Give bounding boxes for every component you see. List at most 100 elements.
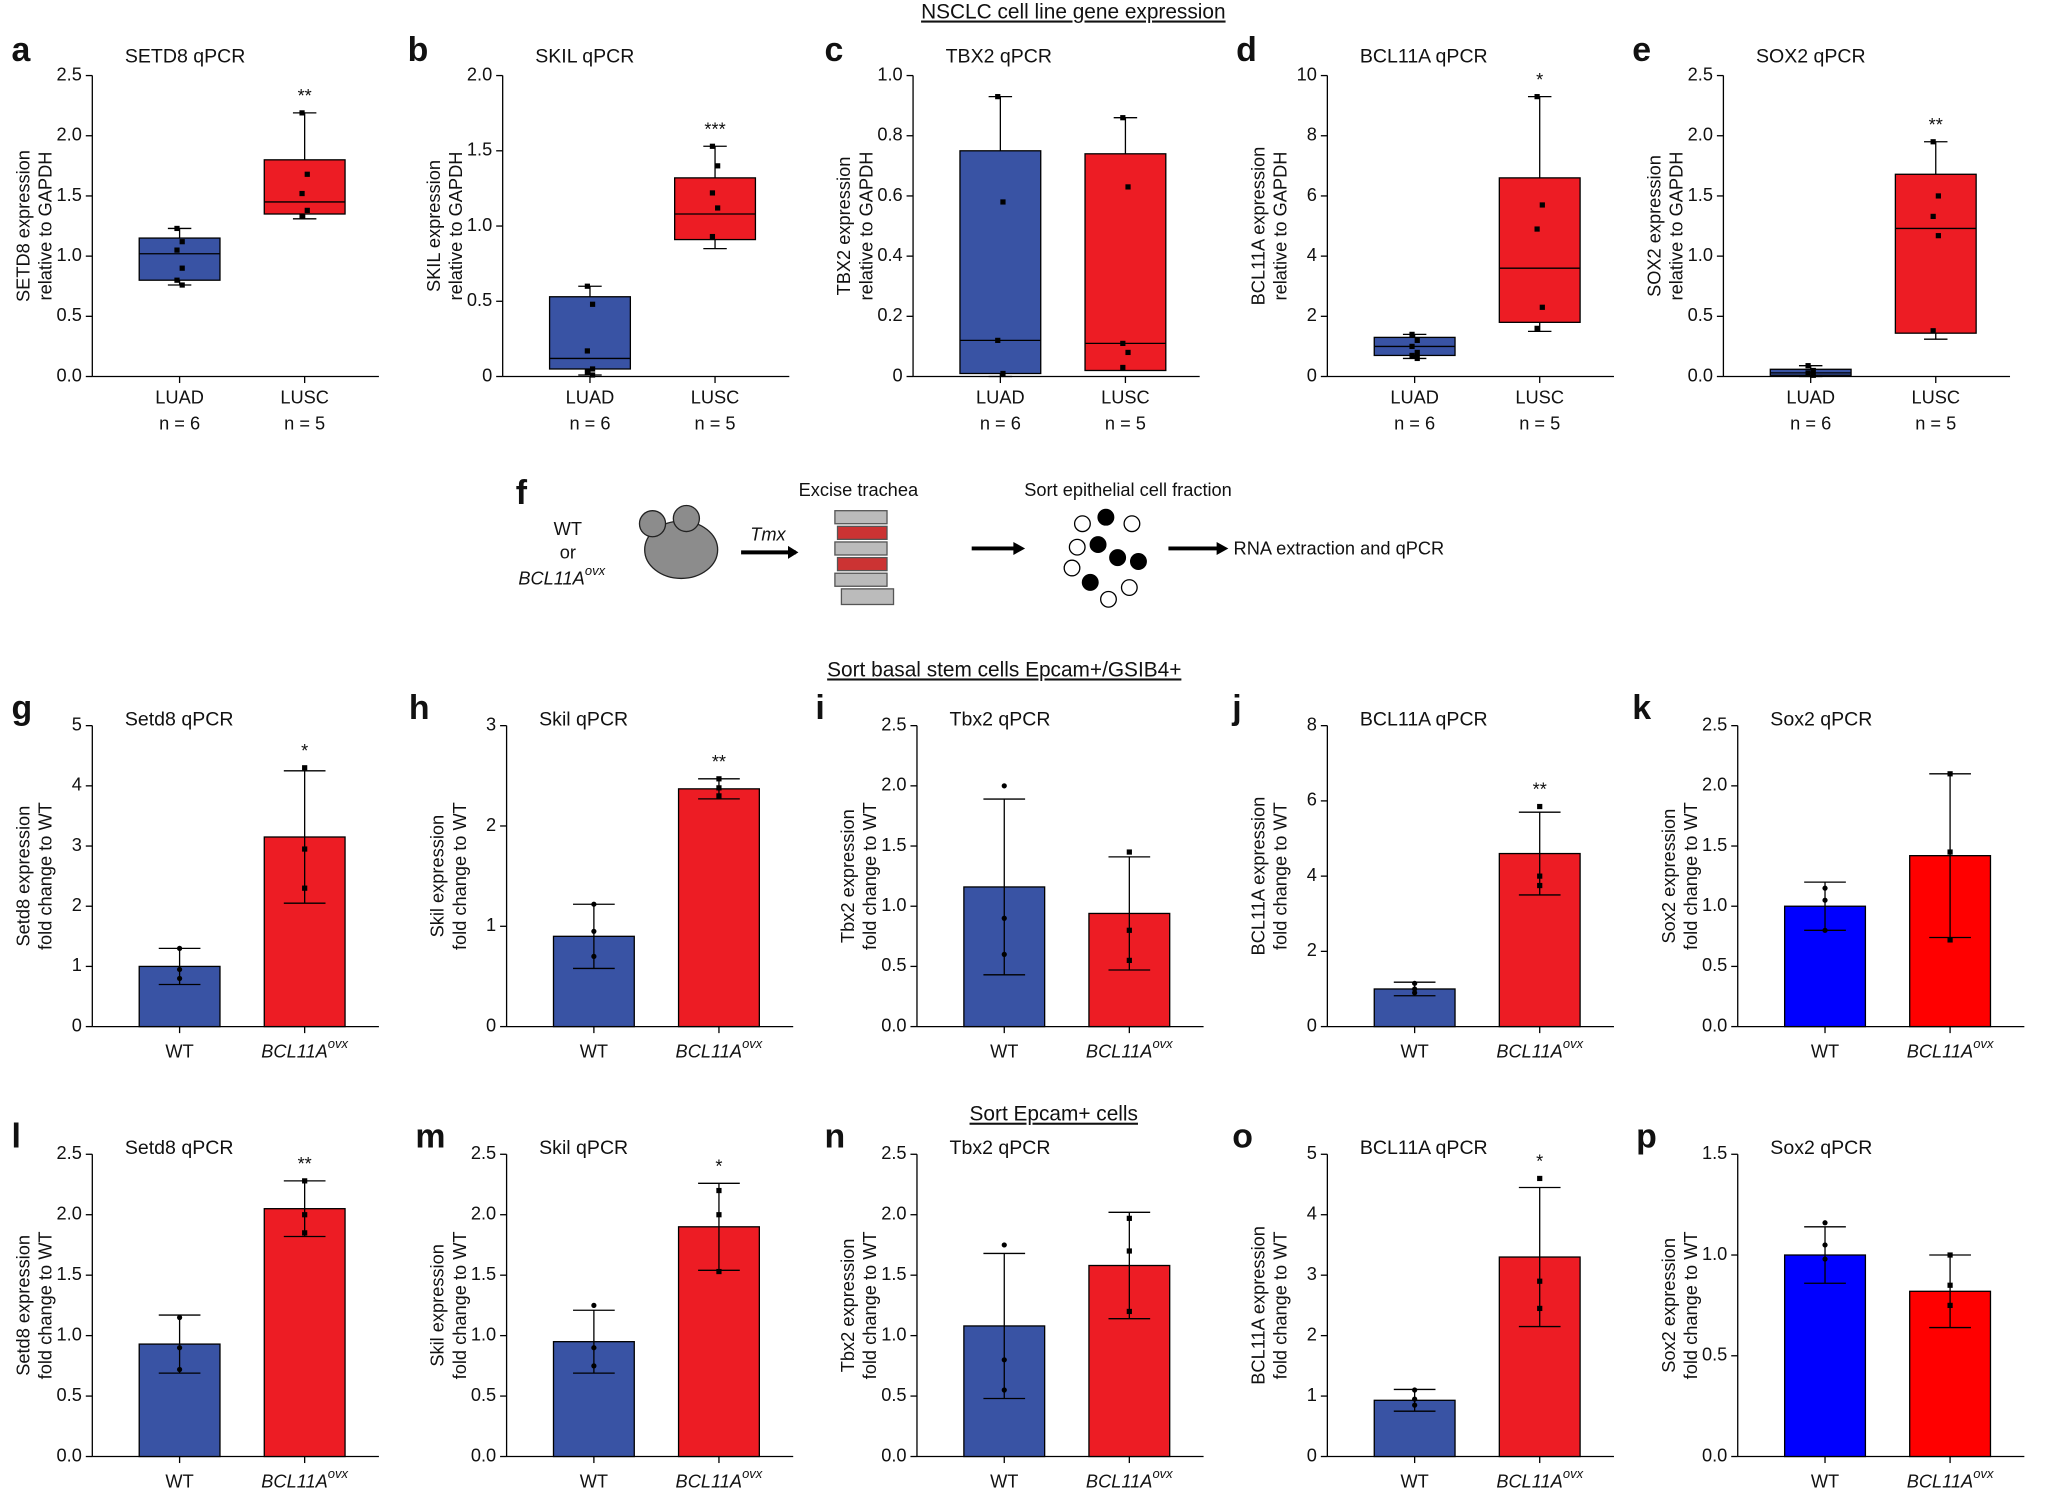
category: BCL11A bbox=[676, 1470, 743, 1491]
point bbox=[584, 283, 590, 289]
y-axis-label: SKIL expression bbox=[423, 160, 444, 292]
y-tick-label: 1 bbox=[1307, 1384, 1317, 1405]
x-tick-label: WT bbox=[990, 1470, 1018, 1491]
y-tick-label: 0.5 bbox=[1688, 304, 1713, 325]
y-tick-label: 2.5 bbox=[1688, 63, 1713, 84]
y-tick-label: 0.5 bbox=[1702, 1344, 1727, 1365]
point bbox=[1947, 937, 1953, 943]
y-tick-label: 1.5 bbox=[1702, 834, 1727, 855]
chart-title: SETD8 qPCR bbox=[125, 45, 245, 67]
y-tick-label: 0.0 bbox=[1688, 364, 1713, 385]
category: WT bbox=[1400, 1040, 1428, 1061]
panel: h Skil qPCR Skil expression fold change to … bbox=[409, 689, 794, 1061]
header: NSCLC cell line gene expression bbox=[921, 1, 1225, 24]
point bbox=[1539, 202, 1545, 208]
y-axis-label: Tbx2 expression bbox=[837, 1239, 858, 1373]
label: Tmx bbox=[750, 523, 786, 544]
n-label: n = 6 bbox=[569, 413, 610, 434]
y-tick-label: 2 bbox=[1307, 304, 1317, 325]
x-tick-label: BCL11Aovx bbox=[261, 1466, 348, 1491]
y-axis-label: fold change to WT bbox=[35, 802, 56, 950]
chart-title: Tbx2 qPCR bbox=[950, 709, 1051, 731]
point bbox=[304, 171, 310, 177]
x-tick-label: WT bbox=[580, 1470, 608, 1491]
y-tick-label: 2.0 bbox=[471, 1203, 496, 1224]
panel: d BCL11A qPCR BCL11A expression relative to… bbox=[1236, 31, 1614, 434]
y-axis-label: fold change to WT bbox=[859, 1231, 880, 1379]
panel-letter: h bbox=[409, 689, 430, 727]
y-tick-label: 1.0 bbox=[57, 1323, 82, 1344]
panel: c TBX2 qPCR TBX2 expression relative to GAP… bbox=[824, 31, 1200, 434]
panel: g Setd8 qPCR Setd8 expression fold change t… bbox=[12, 689, 379, 1061]
point bbox=[716, 1268, 722, 1275]
y-tick-label: 2.0 bbox=[467, 63, 492, 84]
point bbox=[176, 975, 183, 982]
x-tick-label: BCL11Aovx bbox=[1496, 1036, 1583, 1061]
y-tick-label: 2.0 bbox=[881, 1203, 906, 1224]
y-tick-label: 8 bbox=[1307, 124, 1317, 145]
y-tick-label: 1.5 bbox=[57, 1263, 82, 1284]
panel-letter: o bbox=[1232, 1118, 1253, 1156]
y-tick-label: 6 bbox=[1307, 789, 1317, 810]
point bbox=[1414, 337, 1420, 343]
point bbox=[1810, 372, 1816, 378]
category: WT bbox=[1811, 1040, 1839, 1061]
y-tick-label: 2.5 bbox=[57, 1142, 82, 1163]
label: RNA extraction and qPCR bbox=[1234, 538, 1445, 559]
y-tick-label: 4 bbox=[1307, 1203, 1317, 1224]
panel: n Tbx2 qPCR Tbx2 expression fold change to … bbox=[824, 1118, 1204, 1491]
chart-title: Tbx2 qPCR bbox=[950, 1137, 1051, 1159]
panel-letter: i bbox=[815, 689, 824, 727]
y-axis-label: relative to GAPDH bbox=[1270, 152, 1291, 301]
panel-letter: p bbox=[1636, 1118, 1657, 1156]
panel: k Sox2 qPCR Sox2 expression fold change to … bbox=[1632, 689, 2025, 1061]
y-tick-label: 1.0 bbox=[471, 1323, 496, 1344]
point bbox=[591, 901, 597, 907]
arrow-head bbox=[1013, 541, 1026, 555]
x-tick-label: WT bbox=[1811, 1040, 1839, 1061]
y-tick-label: 1.5 bbox=[471, 1263, 496, 1284]
chart-title: Sox2 qPCR bbox=[1770, 1137, 1872, 1159]
point bbox=[1126, 1248, 1132, 1254]
n-label: n = 5 bbox=[1105, 413, 1146, 434]
bar bbox=[1783, 1254, 1867, 1458]
y-tick-label: 5 bbox=[72, 713, 82, 734]
category: BCL11A bbox=[1086, 1040, 1153, 1061]
point bbox=[1822, 897, 1828, 903]
point bbox=[1947, 1302, 1953, 1309]
y-tick-label: 2.0 bbox=[57, 124, 82, 145]
y-tick-label: 0.5 bbox=[467, 289, 492, 310]
point bbox=[1534, 226, 1540, 232]
n-label: n = 5 bbox=[695, 413, 736, 434]
category-superscript: ovx bbox=[742, 1036, 763, 1051]
x-tick-label: BCL11Aovx bbox=[261, 1036, 348, 1061]
y-axis-label: TBX2 expression bbox=[833, 157, 854, 296]
y-axis-label: relative to GAPDH bbox=[855, 152, 876, 301]
significance: * bbox=[1536, 69, 1543, 90]
category: WT bbox=[580, 1040, 608, 1061]
y-tick-label: 10 bbox=[1297, 63, 1317, 84]
point bbox=[1537, 882, 1543, 889]
y-tick-label: 1 bbox=[486, 914, 496, 935]
panel: p Sox2 qPCR Sox2 expression fold change to … bbox=[1636, 1118, 2025, 1491]
point bbox=[1810, 367, 1816, 374]
panel-letter: d bbox=[1236, 31, 1257, 69]
point bbox=[1412, 980, 1418, 986]
cells bbox=[1063, 508, 1147, 608]
category-superscript: ovx bbox=[1152, 1036, 1173, 1051]
point bbox=[591, 1302, 597, 1309]
category-superscript: ovx bbox=[328, 1466, 349, 1481]
chart-title: BCL11A qPCR bbox=[1360, 1137, 1488, 1159]
bar bbox=[1498, 852, 1581, 1028]
y-tick-label: 0.0 bbox=[1702, 1444, 1727, 1465]
y-axis-label: fold change to WT bbox=[1270, 802, 1291, 950]
y-tick-label: 1.0 bbox=[881, 894, 906, 915]
y-tick-label: 1.0 bbox=[1688, 244, 1713, 265]
point bbox=[716, 793, 722, 799]
panel: e SOX2 qPCR SOX2 expression relative to GAP… bbox=[1632, 31, 2011, 434]
y-axis-label: relative to GAPDH bbox=[35, 152, 56, 301]
point bbox=[1409, 343, 1415, 350]
point bbox=[716, 1187, 722, 1194]
point bbox=[591, 928, 597, 934]
